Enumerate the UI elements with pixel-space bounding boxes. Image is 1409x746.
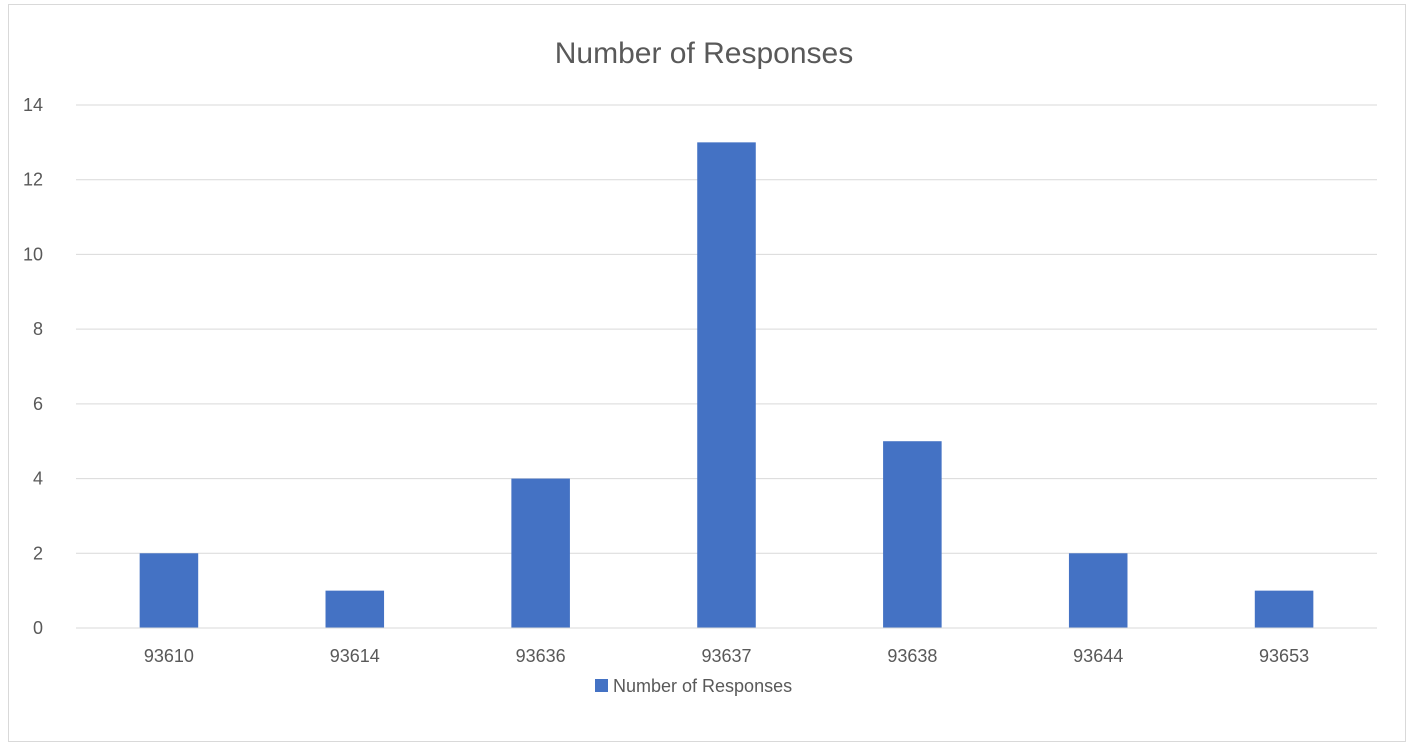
- x-tick-label: 93637: [701, 646, 751, 666]
- x-tick-label: 93638: [887, 646, 937, 666]
- y-tick-label: 6: [33, 394, 43, 414]
- bars: [139, 142, 1314, 628]
- bar: [139, 553, 199, 628]
- x-tick-label: 93636: [516, 646, 566, 666]
- bar: [511, 478, 570, 628]
- bar: [1068, 553, 1128, 628]
- y-tick-label: 14: [23, 95, 43, 115]
- x-tick-label: 93644: [1073, 646, 1123, 666]
- bar: [697, 142, 756, 628]
- y-tick-label: 4: [33, 469, 43, 489]
- y-tick-label: 10: [23, 244, 43, 264]
- y-tick-label: 8: [33, 319, 43, 339]
- x-tick-label: 93610: [144, 646, 194, 666]
- y-axis-tick-labels: 0 2 4 6 8 10 12 14: [23, 95, 43, 638]
- y-tick-label: 2: [33, 543, 43, 563]
- chart-title: Number of Responses: [555, 37, 853, 70]
- bar: [325, 590, 385, 628]
- chart-frame: Number of Responses 0 2 4 6 8 10 12 14 93610 936…: [8, 4, 1406, 742]
- x-axis-tick-labels: 93610 93614 93636 93637 93638 93644 93653: [144, 646, 1309, 666]
- legend: Number of Responses: [595, 676, 792, 696]
- x-tick-label: 93653: [1259, 646, 1309, 666]
- legend-swatch: [595, 679, 608, 692]
- bar: [1254, 590, 1314, 628]
- bar: [883, 441, 942, 628]
- legend-label: Number of Responses: [613, 676, 792, 696]
- y-tick-label: 12: [23, 170, 43, 190]
- x-tick-label: 93614: [330, 646, 380, 666]
- y-tick-label: 0: [33, 618, 43, 638]
